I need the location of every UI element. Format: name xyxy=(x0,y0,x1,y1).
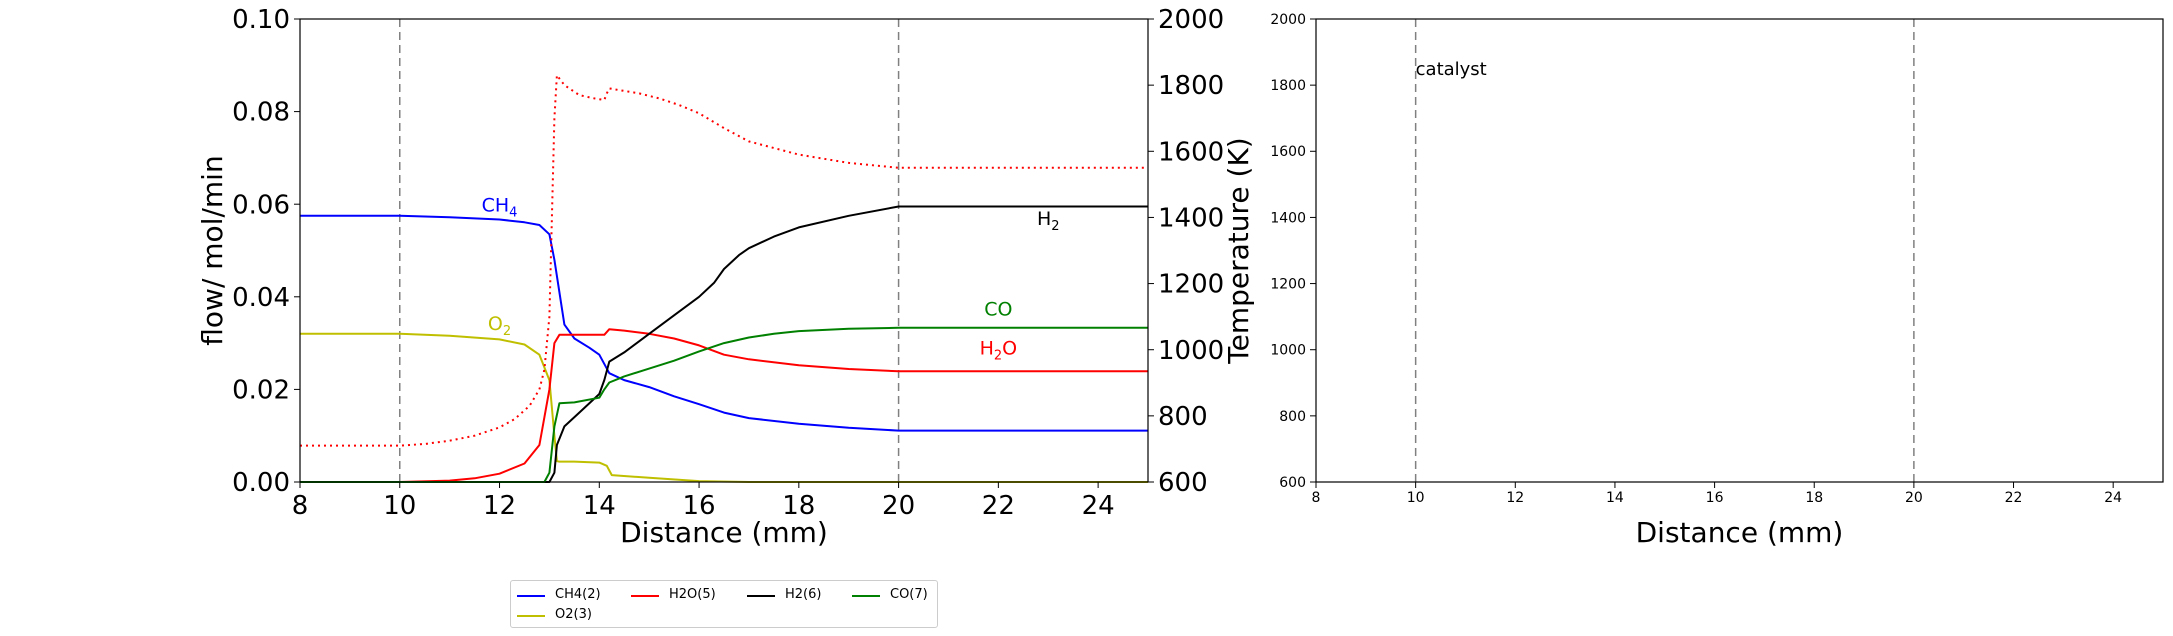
y-right-tick-label: 1400 xyxy=(1158,204,1224,234)
y-tick-label: 1800 xyxy=(1270,78,1306,94)
y-right-tick-label: 600 xyxy=(1158,468,1208,498)
legend-swatch xyxy=(852,595,880,597)
legend-label: CH4(2) xyxy=(555,587,601,602)
y-tick-label: 1200 xyxy=(1270,276,1306,292)
y-tick-label: 600 xyxy=(1279,475,1306,491)
x-tick-label: 14 xyxy=(583,491,616,521)
legend-swatch xyxy=(747,595,775,597)
y-tick-label: 800 xyxy=(1279,409,1306,425)
chart-2: 8 10 12 14 16 18 20 22 24 600 800 1000 1200 1400 1600 1… xyxy=(1270,12,2164,549)
plot-frame xyxy=(299,18,1149,483)
y-tick-label: 1000 xyxy=(1270,343,1306,359)
y-right-tick-label: 2000 xyxy=(1158,5,1224,35)
x-axis-label: Distance (mm) xyxy=(1636,516,1844,549)
legend-label: H2O(5) xyxy=(669,587,716,602)
x-tick-label: 14 xyxy=(1606,490,1624,506)
x-tick-label: 12 xyxy=(1506,490,1524,506)
x-tick-label: 16 xyxy=(1706,490,1724,506)
series-annotation: H2O xyxy=(980,338,1018,364)
x-tick-label: 20 xyxy=(1905,490,1923,506)
x-tick-label: 22 xyxy=(982,491,1015,521)
y-tick-label: 1400 xyxy=(1270,210,1306,226)
legend-swatch xyxy=(517,615,545,617)
x-tick-label: 18 xyxy=(1805,490,1823,506)
y-right-tick-label: 1200 xyxy=(1158,270,1224,300)
plot-frame xyxy=(1315,18,2164,483)
series-annotation: CO xyxy=(984,298,1012,320)
legend-label: O2(3) xyxy=(555,607,592,622)
x-axis-label: Distance (mm) xyxy=(620,516,828,549)
series-line xyxy=(300,332,1148,483)
series-annotation: CH4 xyxy=(482,195,518,221)
y-tick-label: 0.02 xyxy=(232,376,290,406)
x-tick-label: 24 xyxy=(1082,491,1115,521)
legend-swatch xyxy=(517,595,545,597)
chart-1: 8 10 12 14 16 18 20 22 24 0.00 0.02 0.04 0.06 0.08 0.1… xyxy=(196,5,1255,549)
series-annotation: H2 xyxy=(1037,208,1060,234)
series-annotation: O2 xyxy=(488,313,511,339)
series-line xyxy=(300,205,1148,483)
x-tick-label: 20 xyxy=(882,491,915,521)
series-line xyxy=(300,214,1148,432)
y-right-tick-label: 800 xyxy=(1158,402,1208,432)
x-tick-label: 10 xyxy=(1407,490,1425,506)
y-tick-label: 0.00 xyxy=(232,468,290,498)
x-tick-label: 12 xyxy=(483,491,516,521)
y-right-tick-label: 1000 xyxy=(1158,336,1224,366)
y-tick-label: 0.04 xyxy=(232,283,290,313)
y-tick-label: 1600 xyxy=(1270,144,1306,160)
series-line xyxy=(300,328,1148,483)
x-tick-label: 18 xyxy=(782,491,815,521)
legend: CH4(2) H2O(5) H2(6) CO(7) O2(3) xyxy=(510,580,938,628)
series-annotation: catalyst xyxy=(1416,59,1487,80)
x-tick-label: 8 xyxy=(292,491,309,521)
x-tick-label: 22 xyxy=(2005,490,2023,506)
y-tick-label: 0.06 xyxy=(232,190,290,220)
legend-label: CO(7) xyxy=(890,587,928,602)
x-tick-label: 16 xyxy=(683,491,716,521)
series-line xyxy=(300,74,1148,447)
y-tick-label: 0.10 xyxy=(232,5,290,35)
x-tick-label: 10 xyxy=(383,491,416,521)
y-right-tick-label: 1600 xyxy=(1158,137,1224,167)
legend-label: H2(6) xyxy=(785,587,822,602)
y-right-tick-label: 1800 xyxy=(1158,71,1224,101)
y-tick-label: 2000 xyxy=(1270,12,1306,28)
y-axis-label: flow/ mol/min xyxy=(196,155,229,345)
y-right-axis-label: Temperature (K) xyxy=(1222,137,1255,364)
x-tick-label: 24 xyxy=(2104,490,2122,506)
y-tick-label: 0.08 xyxy=(232,98,290,128)
series-line xyxy=(300,326,1148,483)
legend-swatch xyxy=(631,595,659,597)
x-tick-label: 8 xyxy=(1312,490,1321,506)
